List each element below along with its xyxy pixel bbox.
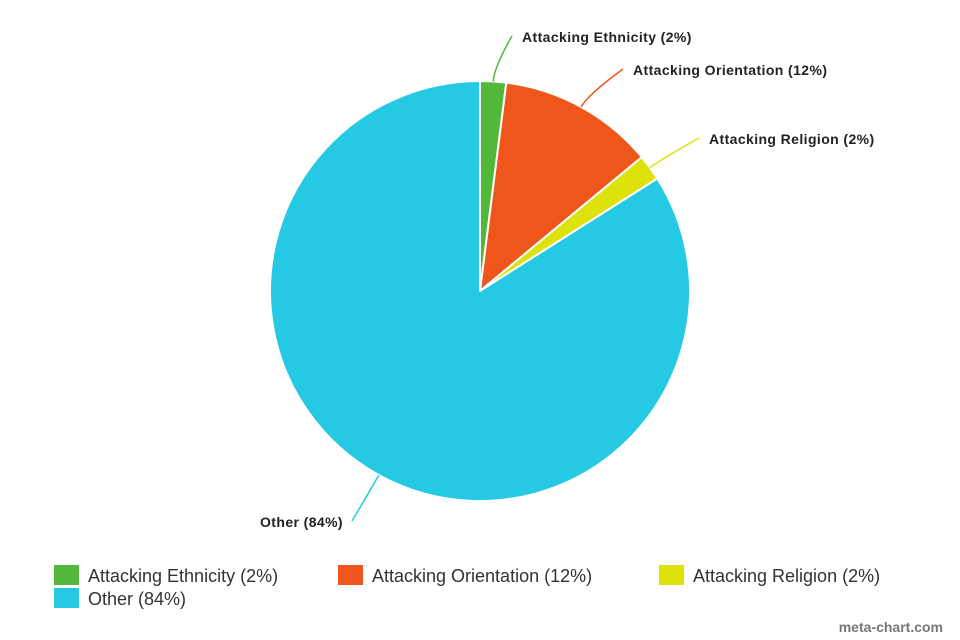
legend-swatch-attacking-orientation <box>338 565 363 585</box>
slice-labels: Attacking Ethnicity (2%) Attacking Orien… <box>260 29 875 530</box>
legend-label-attacking-religion: Attacking Religion (2%) <box>693 566 880 586</box>
legend-label-attacking-orientation: Attacking Orientation (12%) <box>372 566 592 586</box>
legend: Attacking Ethnicity (2%) Attacking Orien… <box>54 565 880 609</box>
connector-attacking-ethnicity <box>492 35 513 82</box>
connector-other <box>351 474 380 522</box>
legend-label-attacking-ethnicity: Attacking Ethnicity (2%) <box>88 566 278 586</box>
connector-attacking-orientation <box>580 68 624 108</box>
slice-label-attacking-religion: Attacking Religion (2%) <box>709 131 875 147</box>
legend-swatch-attacking-ethnicity <box>54 565 79 585</box>
label-connectors <box>351 35 700 522</box>
legend-label-other: Other (84%) <box>88 589 186 609</box>
connector-attacking-religion <box>649 137 700 169</box>
slice-label-attacking-orientation: Attacking Orientation (12%) <box>633 62 827 78</box>
credit-text: meta-chart.com <box>839 619 943 635</box>
slice-label-other: Other (84%) <box>260 514 343 530</box>
legend-swatch-attacking-religion <box>659 565 684 585</box>
slice-label-attacking-ethnicity: Attacking Ethnicity (2%) <box>522 29 692 45</box>
legend-swatch-other <box>54 588 79 608</box>
pie-slices <box>269 80 691 502</box>
